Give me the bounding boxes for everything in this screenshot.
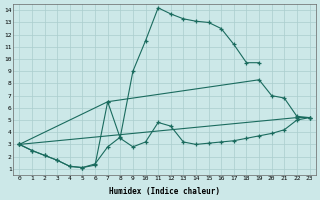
X-axis label: Humidex (Indice chaleur): Humidex (Indice chaleur) (109, 187, 220, 196)
